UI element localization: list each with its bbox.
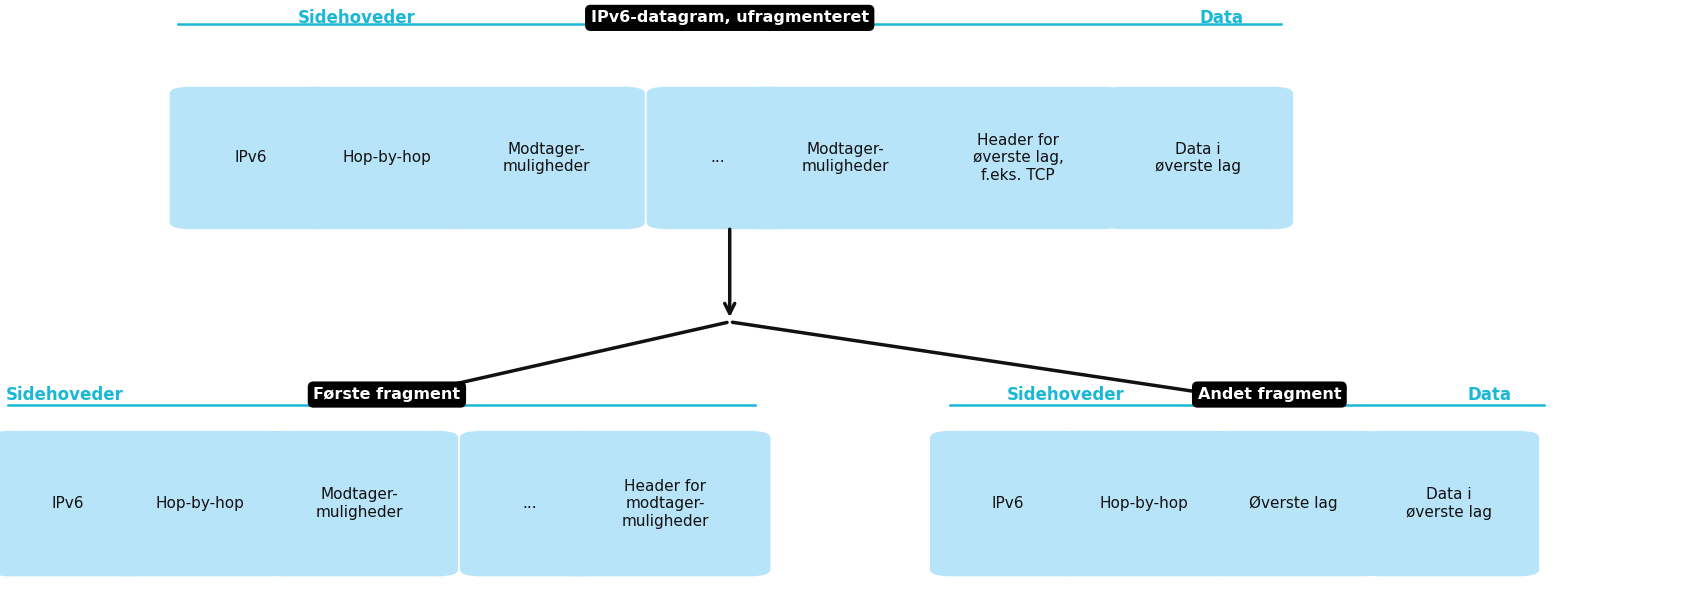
FancyBboxPatch shape [913,87,1123,229]
FancyBboxPatch shape [0,431,146,576]
Text: ...: ... [523,496,536,511]
Text: Sidehoveder: Sidehoveder [297,9,416,27]
Text: Header for
øverste lag,
f.eks. TCP: Header for øverste lag, f.eks. TCP [972,133,1064,183]
Text: IPv6-datagram, ufragmenteret: IPv6-datagram, ufragmenteret [591,10,869,26]
FancyBboxPatch shape [460,431,599,576]
Text: Modtager-
muligheder: Modtager- muligheder [316,488,404,520]
Text: Data i
øverste lag: Data i øverste lag [1407,488,1492,520]
FancyBboxPatch shape [170,87,333,229]
Text: Sidehoveder: Sidehoveder [5,386,124,403]
Text: Første fragment: Første fragment [314,387,460,402]
FancyBboxPatch shape [1359,431,1539,576]
Text: IPv6: IPv6 [234,150,268,166]
Text: ...: ... [711,150,725,166]
FancyBboxPatch shape [930,431,1086,576]
Text: Header for
modtager-
muligheder: Header for modtager- muligheder [621,479,709,529]
FancyBboxPatch shape [1103,87,1293,229]
Text: Data: Data [1200,9,1244,27]
FancyBboxPatch shape [560,431,770,576]
Text: Modtager-
muligheder: Modtager- muligheder [801,142,889,174]
Text: Modtager-
muligheder: Modtager- muligheder [502,142,591,174]
Text: Øverste lag: Øverste lag [1249,496,1337,511]
Text: Hop-by-hop: Hop-by-hop [156,496,244,511]
Text: Data i
øverste lag: Data i øverste lag [1156,142,1241,174]
Text: Data: Data [1468,386,1512,403]
Text: Sidehoveder: Sidehoveder [1006,386,1125,403]
Text: Hop-by-hop: Hop-by-hop [1100,496,1188,511]
FancyBboxPatch shape [110,431,290,576]
FancyBboxPatch shape [448,87,645,229]
FancyBboxPatch shape [1203,431,1383,576]
Text: IPv6: IPv6 [51,496,85,511]
FancyBboxPatch shape [647,87,789,229]
Text: Andet fragment: Andet fragment [1198,387,1341,402]
FancyBboxPatch shape [297,87,477,229]
FancyBboxPatch shape [261,431,458,576]
FancyBboxPatch shape [747,87,944,229]
Text: Hop-by-hop: Hop-by-hop [343,150,431,166]
Text: IPv6: IPv6 [991,496,1025,511]
FancyBboxPatch shape [1054,431,1234,576]
